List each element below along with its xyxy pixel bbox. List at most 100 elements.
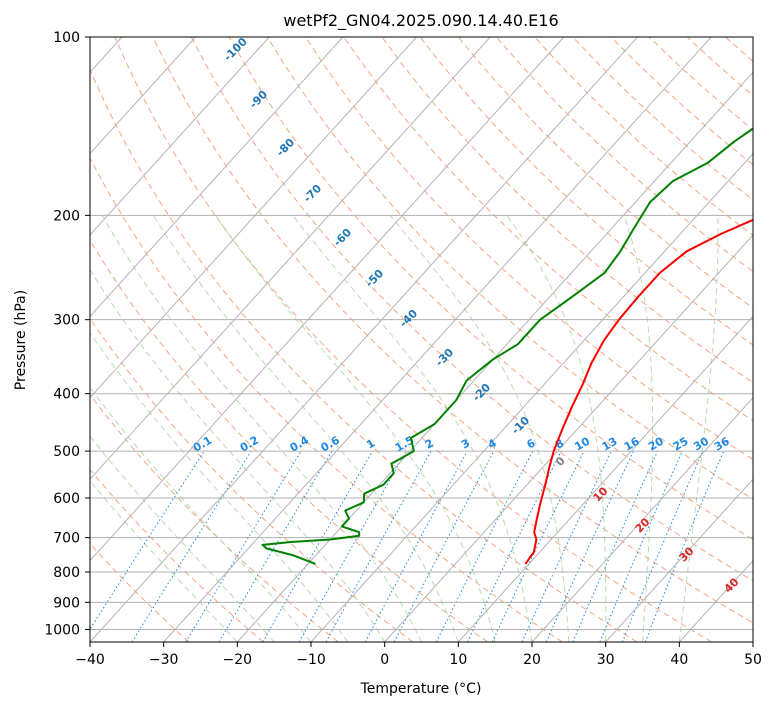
dry-adiabat xyxy=(764,37,775,642)
dry-adiabat xyxy=(90,156,563,642)
dry-adiabat xyxy=(496,37,753,273)
x-tick-label: −20 xyxy=(223,652,253,668)
dry-adiabat xyxy=(648,37,753,131)
dry-adiabat xyxy=(419,37,753,346)
y-tick-label: 300 xyxy=(53,313,80,329)
mixing-ratio-line xyxy=(599,450,683,642)
y-tick-label: 600 xyxy=(53,491,80,507)
x-axis-label: Temperature (°C) xyxy=(360,681,482,697)
isotherm xyxy=(236,71,753,642)
dry-adiabat xyxy=(534,37,753,237)
dry-adiabat xyxy=(90,239,488,642)
mixing-ratio-line xyxy=(572,450,659,642)
dry-adiabat xyxy=(190,37,753,582)
mixing-ratio-label: 3 xyxy=(459,437,472,452)
moist-adiabat xyxy=(389,214,570,642)
y-tick-label: 1000 xyxy=(44,622,80,638)
moist-adiabat xyxy=(152,215,459,642)
isotherm xyxy=(531,397,753,642)
isotherm xyxy=(90,37,638,642)
mixing-ratio-line xyxy=(364,450,468,642)
y-tick-label: 100 xyxy=(53,30,80,46)
moist-adiabat xyxy=(506,215,607,642)
moist-adiabat xyxy=(90,386,312,642)
mixing-ratio-line xyxy=(185,450,302,642)
isotherm-label: -90 xyxy=(247,88,270,111)
chart-title: wetPf2_GN04.2025.090.14.40.E16 xyxy=(283,11,558,31)
isotherm xyxy=(90,37,344,318)
x-tick-label: 10 xyxy=(449,652,467,668)
x-tick-label: 0 xyxy=(380,652,389,668)
x-tick-label: −30 xyxy=(149,652,179,668)
dewpoint-profile-line xyxy=(261,127,753,565)
dry-adiabat xyxy=(90,468,264,642)
dry-adiabat xyxy=(152,37,753,624)
moist-adiabat xyxy=(623,215,654,642)
isotherm xyxy=(605,478,753,642)
mixing-ratio-label: 2 xyxy=(423,437,436,452)
x-tick-label: 40 xyxy=(670,652,688,668)
isotherm-label: -10 xyxy=(509,414,532,437)
isotherm xyxy=(90,37,417,399)
moist-adiabat xyxy=(90,268,386,642)
isotherm xyxy=(90,37,491,480)
mixing-ratio-line xyxy=(325,450,432,642)
isotherm xyxy=(384,234,753,642)
dry-adiabat xyxy=(725,37,753,63)
isotherm xyxy=(90,37,565,562)
isotherm xyxy=(752,641,753,642)
isotherm xyxy=(90,37,270,236)
mixing-ratio-line xyxy=(491,450,585,642)
x-axis: −40 −30 −20 −10 0 10 20 30 40 50 xyxy=(75,642,762,668)
moist-adiabat xyxy=(292,214,533,642)
x-tick-label: −10 xyxy=(296,652,326,668)
moist-adiabat xyxy=(90,435,275,642)
isotherm-label: 10 xyxy=(591,484,611,504)
mixing-ratio-line xyxy=(467,450,562,642)
y-tick-label: 200 xyxy=(53,208,80,224)
background-lines xyxy=(0,37,775,642)
y-axis-label: Pressure (hPa) xyxy=(13,290,29,390)
moist-adiabat xyxy=(678,215,719,642)
y-tick-label: 900 xyxy=(53,595,80,611)
freezing-curve xyxy=(0,37,60,642)
moist-adiabat xyxy=(90,480,238,642)
isotherm-label: -70 xyxy=(301,182,324,205)
isotherm-label: -100 xyxy=(221,35,250,64)
dry-adiabat xyxy=(90,542,190,642)
x-tick-label: 20 xyxy=(523,652,541,668)
dry-adiabat xyxy=(457,37,753,309)
y-tick-label: 800 xyxy=(53,565,80,581)
isotherm xyxy=(90,37,196,155)
dry-adiabat xyxy=(267,37,753,500)
isotherm-label: -50 xyxy=(363,267,386,290)
isotherm xyxy=(457,315,753,642)
mixing-ratio-line xyxy=(90,450,205,631)
mixing-ratio-line xyxy=(262,450,374,642)
dry-adiabat xyxy=(90,393,339,642)
isotherm-label: 0 xyxy=(553,454,568,469)
y-tick-label: 700 xyxy=(53,531,80,547)
isotherm-label: -20 xyxy=(470,381,493,404)
mixing-ratio-line xyxy=(621,450,704,642)
moist-adiabat xyxy=(101,215,422,642)
isotherm xyxy=(310,152,753,642)
mixing-ratio-line xyxy=(131,450,252,642)
dry-adiabat xyxy=(381,37,753,384)
mixing-ratio-line xyxy=(298,450,407,642)
dry-adiabat xyxy=(686,37,753,97)
moist-adiabat xyxy=(90,331,349,642)
dry-adiabat xyxy=(90,317,414,642)
isotherm-label: 30 xyxy=(677,544,697,564)
isotherm-label: -40 xyxy=(397,307,420,330)
sounding-profiles xyxy=(261,127,753,565)
isotherm xyxy=(163,37,712,642)
y-tick-label: 500 xyxy=(53,444,80,460)
x-tick-label: 50 xyxy=(744,652,762,668)
mixing-ratio-line xyxy=(393,450,495,642)
mixing-ratio-line xyxy=(435,450,534,642)
mixing-ratio-label: 4 xyxy=(486,436,499,451)
x-tick-label: −40 xyxy=(75,652,105,668)
temperature-profile-line xyxy=(524,218,753,565)
